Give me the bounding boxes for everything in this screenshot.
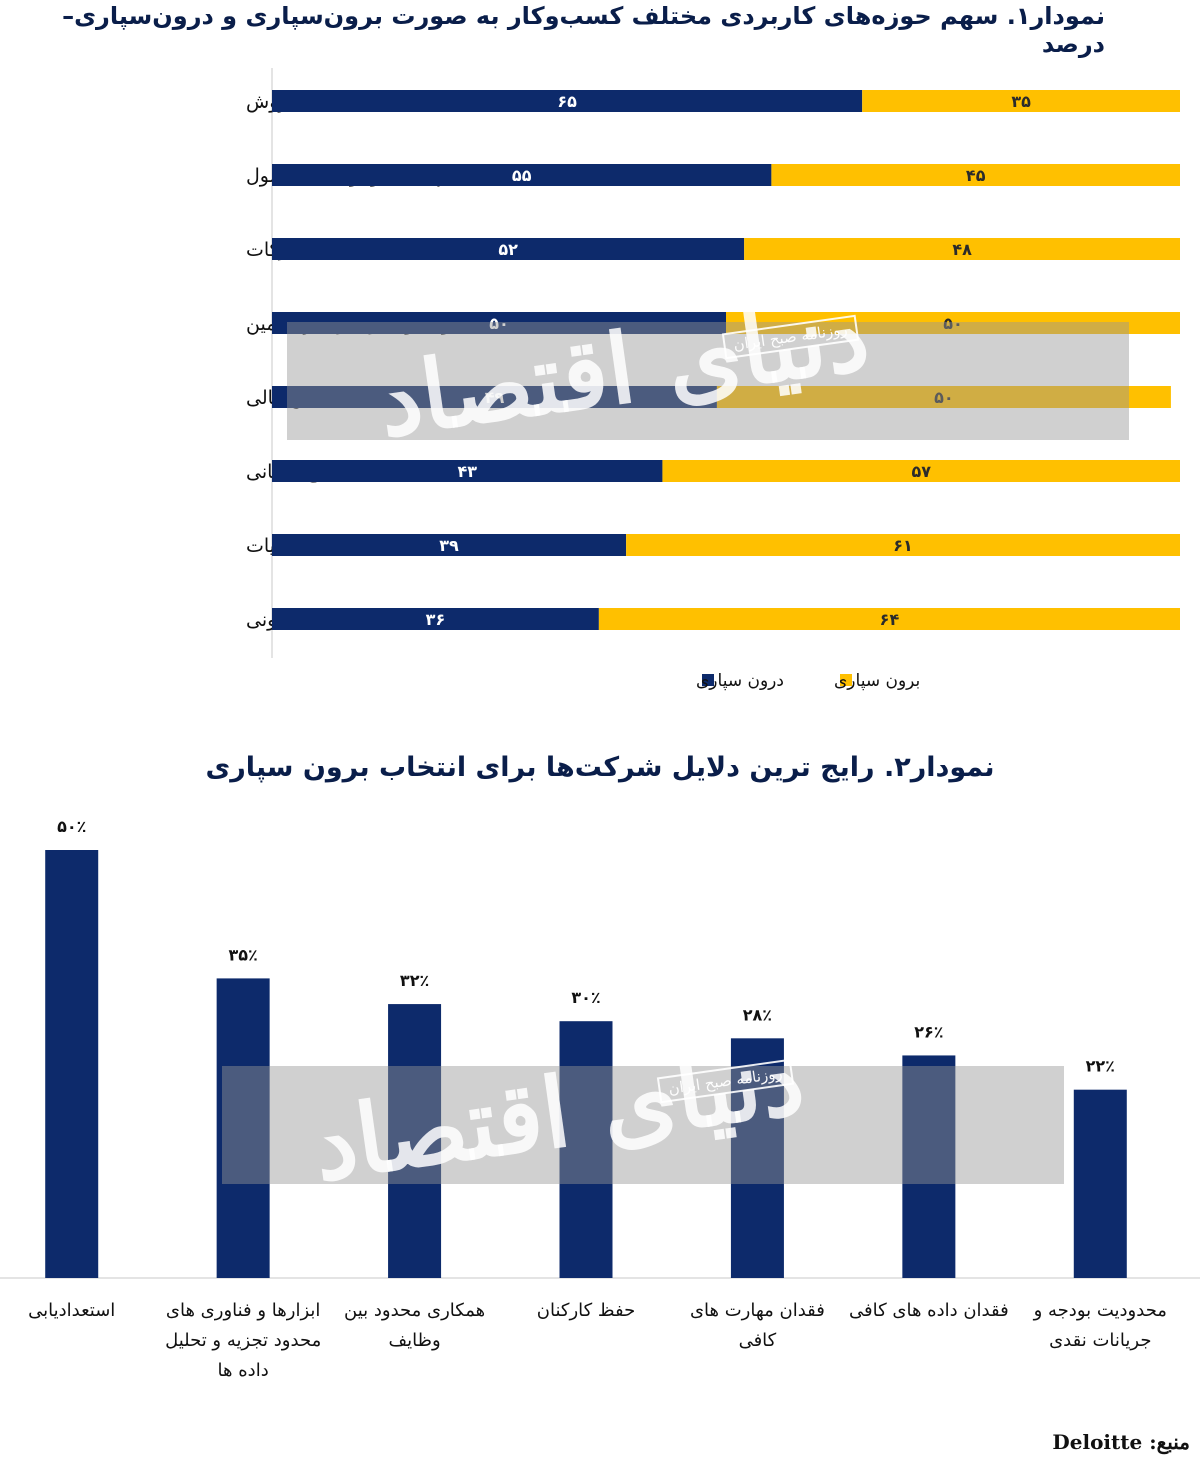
- chart2-bar: [1073, 1089, 1127, 1278]
- chart1-bar-insourcing: [272, 90, 863, 112]
- chart1-legend-label-insourcing: درون سپاری: [696, 671, 784, 691]
- chart2-category-line: فقدان مهارت های: [690, 1300, 825, 1321]
- chart1-value-label: ۴۹: [485, 388, 505, 407]
- chart1-value-label: ۴۵: [966, 166, 986, 185]
- chart1-bar-insourcing: [272, 312, 726, 334]
- chart1-value-label: ۴۸: [952, 240, 972, 259]
- chart1-bar-outsourcing: [862, 90, 1180, 112]
- chart2-value-label: ۵۰٪: [57, 817, 86, 836]
- chart2-category-line: جریانات نقدی: [1049, 1330, 1151, 1351]
- chart1-value-label: ۶۴: [880, 610, 900, 629]
- chart1-bar-outsourcing: [716, 386, 1171, 408]
- chart1-title: نمودار۱. سهم حوزه‌های کاربردی مختلف کسب‌…: [62, 2, 1105, 58]
- source-note: منبع: Deloitte: [1052, 1430, 1190, 1454]
- chart1-value-label: ۴۳: [457, 462, 477, 481]
- chart1-bar-outsourcing: [626, 534, 1180, 556]
- chart1-value-label: ۶۵: [557, 92, 577, 111]
- chart2-category-label: فقدان داده های کافی: [849, 1300, 1009, 1321]
- chart2-category-line: فقدان داده های کافی: [849, 1300, 1009, 1321]
- chart2-value-label: ۳۰٪: [571, 988, 600, 1007]
- chart1-bar-outsourcing: [598, 608, 1180, 630]
- chart2-bar: [388, 1004, 442, 1278]
- chart1-legend-label-outsourcing: برون سپاری: [834, 671, 920, 691]
- chart1-legend-swatch-outsourcing: [840, 674, 852, 686]
- chart2-bar: [216, 978, 270, 1278]
- chart2-value-label: ۳۵٪: [228, 945, 257, 964]
- chart1-value-label: ۵۲: [498, 240, 518, 259]
- chart1-value-label: ۵۵: [512, 166, 532, 185]
- chart1-bar-outsourcing: [662, 460, 1180, 482]
- chart2-value-label: ۳۲٪: [400, 971, 429, 990]
- chart1-bar-outsourcing: [726, 312, 1180, 334]
- chart2-bar: [730, 1038, 784, 1278]
- chart1-value-label: ۳۹: [439, 536, 459, 555]
- chart1-bar-insourcing: [272, 608, 599, 630]
- chart2-category-line: وظایف: [388, 1330, 440, 1351]
- chart2-category-line: داده ها: [218, 1360, 269, 1381]
- chart2-category-line: محدودیت بودجه و: [1033, 1300, 1167, 1321]
- chart1-value-label: ۵۰: [934, 388, 954, 407]
- chart2-bar: [559, 1021, 613, 1278]
- chart1-value-label: ۵۷: [911, 462, 931, 481]
- chart1-bar-insourcing: [272, 164, 772, 186]
- chart1-value-label: ۶۱: [893, 536, 913, 555]
- chart2-category-label: فقدان مهارت های کافی: [690, 1300, 825, 1351]
- chart2-value-label: ۲۲٪: [1086, 1057, 1115, 1076]
- chart1-bar-outsourcing: [744, 238, 1180, 260]
- chart2-category-label: استعدادیابی: [28, 1300, 115, 1321]
- chart2-category-label: محدودیت بودجه و جریانات نقدی: [1033, 1300, 1167, 1351]
- chart2-category-line: استعدادیابی: [28, 1300, 115, 1321]
- chart1-value-label: ۵۰: [489, 314, 509, 333]
- chart1-bar-insourcing: [272, 460, 663, 482]
- chart1-value-label: ۳۶: [426, 610, 446, 629]
- chart1-bar-insourcing: [272, 386, 717, 408]
- chart2-category-label: همکاری محدود بین وظایف: [344, 1300, 485, 1351]
- chart1-bar-insourcing: [272, 238, 745, 260]
- chart1-bar-insourcing: [272, 534, 627, 556]
- chart2-category-line: محدود تجزیه و تحلیل: [165, 1330, 321, 1351]
- chart2-category-line: ابزارها و فناوری های: [166, 1300, 321, 1321]
- source-label: منبع:: [1149, 1430, 1190, 1454]
- chart1-value-label: ۵۰: [943, 314, 963, 333]
- chart2-title: نمودار۲. رایج ترین دلایل شرکت‌ها برای ان…: [205, 752, 995, 783]
- chart2-category-label: ابزارها و فناوری های محدود تجزیه و تحلیل د…: [165, 1300, 321, 1381]
- source-value: Deloitte: [1052, 1430, 1143, 1454]
- chart2-category-line: حفظ کارکنان: [537, 1300, 636, 1321]
- chart1-legend-swatch-insourcing: [702, 674, 714, 686]
- chart2-value-label: ۲۸٪: [743, 1005, 772, 1024]
- chart2-bar: [902, 1055, 956, 1278]
- chart2-bar: [45, 850, 99, 1278]
- chart2-category-line: همکاری محدود بین: [344, 1300, 485, 1321]
- chart1-svg: فروش۶۵۳۵مهندسی و توسعه محصول۵۵۴۵تدارکات۵…: [246, 68, 1180, 691]
- chart2-category-label: حفظ کارکنان: [537, 1300, 636, 1321]
- chart1-bar-outsourcing: [771, 164, 1180, 186]
- chart2-category-line: کافی: [739, 1330, 777, 1351]
- chart1-value-label: ۳۵: [1011, 92, 1031, 111]
- chart2-value-label: ۲۶٪: [914, 1022, 943, 1041]
